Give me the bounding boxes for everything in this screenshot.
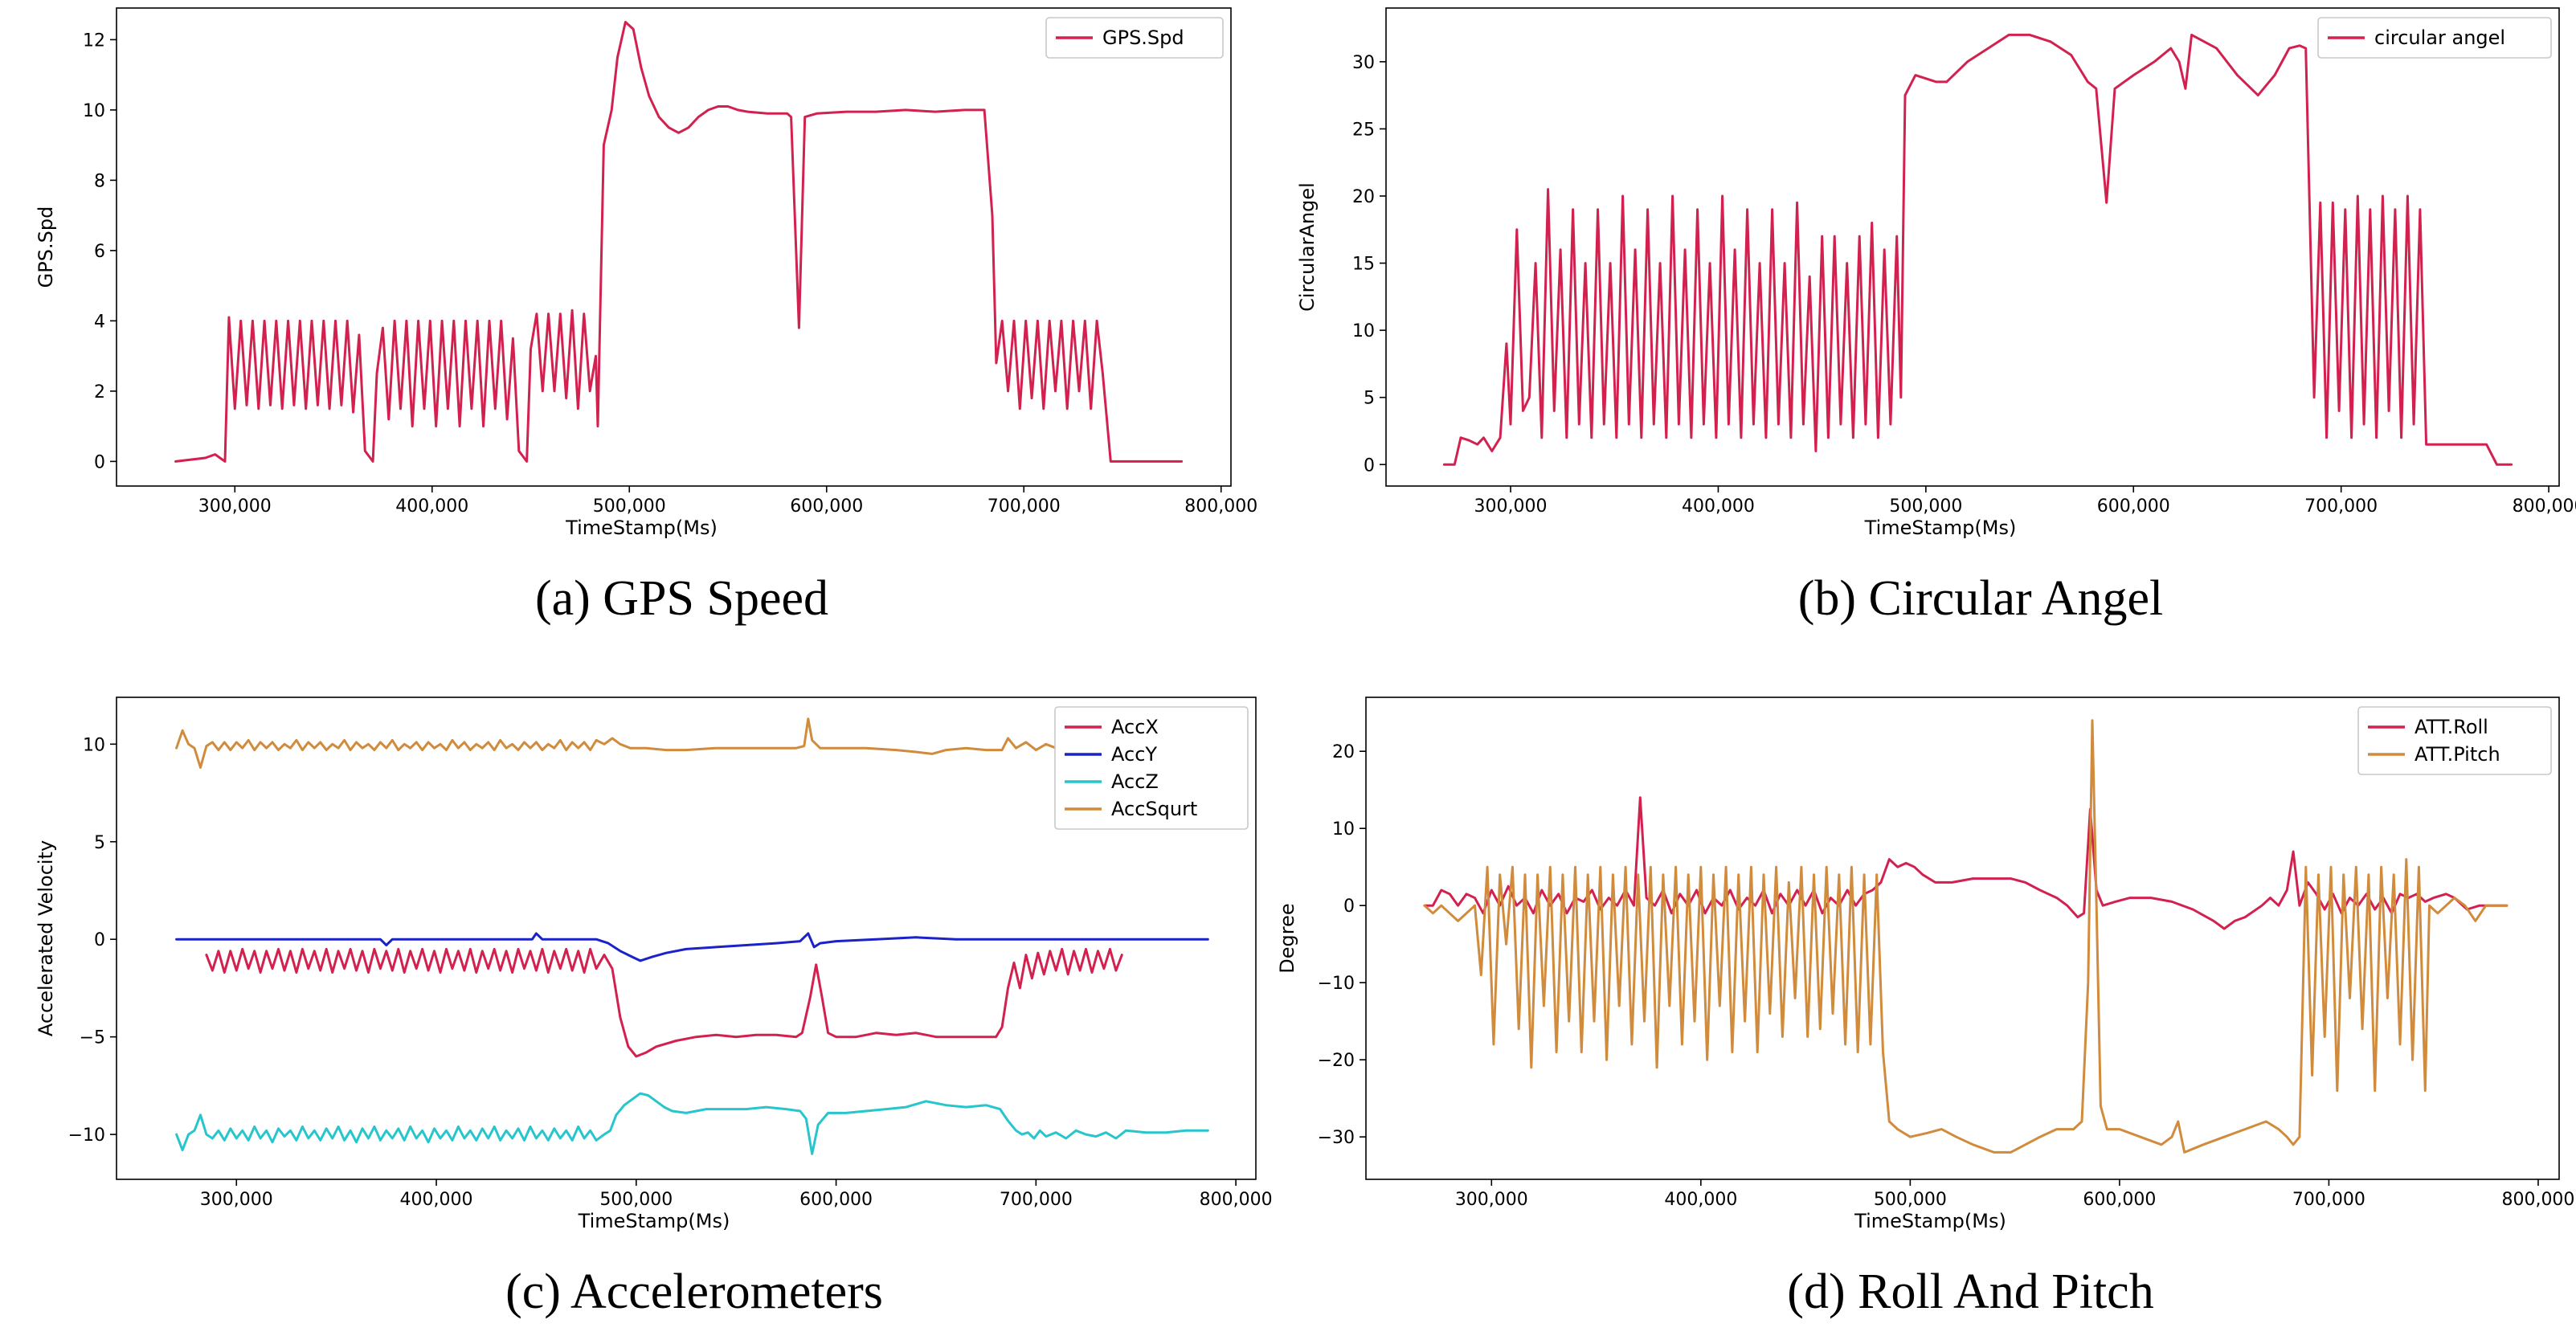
y-axis-label: Degree bbox=[1276, 903, 1298, 973]
x-tick-label: 500,000 bbox=[593, 496, 666, 517]
x-tick-label: 700,000 bbox=[2304, 496, 2378, 517]
x-tick-label: 600,000 bbox=[799, 1190, 873, 1210]
y-tick-label: 10 bbox=[1352, 321, 1375, 341]
x-axis-label: TimeStamp(Ms) bbox=[565, 517, 718, 539]
y-tick-label: 10 bbox=[1332, 819, 1355, 840]
x-tick-label: 700,000 bbox=[2292, 1190, 2365, 1210]
legend: ATT.Roll ATT.Pitch bbox=[2357, 706, 2552, 775]
x-tick-label: 400,000 bbox=[1664, 1190, 1737, 1210]
series-line-accx bbox=[205, 947, 1123, 1058]
series-group bbox=[1442, 33, 2513, 466]
series-group bbox=[1423, 719, 2509, 1154]
x-tick-label: 700,000 bbox=[1000, 1190, 1073, 1210]
x-axis-label: TimeStamp(Ms) bbox=[1854, 1210, 2006, 1232]
x-tick-label: 700,000 bbox=[987, 496, 1061, 517]
series-line-att-pitch bbox=[1423, 719, 2509, 1154]
x-tick-label: 600,000 bbox=[2083, 1190, 2156, 1210]
series-line-accz bbox=[175, 1092, 1209, 1155]
legend-label-att-roll: ATT.Roll bbox=[2414, 716, 2488, 738]
y-tick-label: 0 bbox=[1343, 897, 1355, 917]
series-group bbox=[175, 717, 1209, 1155]
y-tick-label: 15 bbox=[1352, 255, 1375, 275]
panel-roll-and-pitch: 300,000 400,000 500,000 600,000 700,000 800,0… bbox=[1276, 697, 2574, 1319]
plot-frame bbox=[1365, 697, 2560, 1180]
y-tick-label: −30 bbox=[1318, 1128, 1355, 1148]
y-tick-label: 20 bbox=[1332, 742, 1355, 762]
x-tick-label: 800,000 bbox=[1184, 496, 1257, 517]
legend-label-accx: AccX bbox=[1111, 716, 1159, 738]
y-tick-label: 10 bbox=[83, 101, 105, 121]
y-axis-label: GPS.Spd bbox=[35, 206, 57, 288]
plot-frame bbox=[1385, 7, 2560, 487]
x-tick-label: 300,000 bbox=[1474, 496, 1548, 517]
y-tick-label: 4 bbox=[94, 312, 105, 332]
figure-caption: (c) Accelerometers bbox=[505, 1264, 883, 1319]
panel-accelerometers: 300,000 400,000 500,000 600,000 700,000 800,0… bbox=[35, 697, 1273, 1319]
figure-caption: (d) Roll And Pitch bbox=[1787, 1264, 2153, 1319]
legend-label-att-pitch: ATT.Pitch bbox=[2414, 743, 2500, 766]
x-axis-label: TimeStamp(Ms) bbox=[1864, 517, 2017, 539]
series-group bbox=[174, 21, 1184, 463]
legend-label-gps-spd: GPS.Spd bbox=[1102, 27, 1184, 49]
x-tick-label: 300,000 bbox=[200, 1190, 273, 1210]
legend-label-accsqurt: AccSqurt bbox=[1111, 798, 1197, 820]
x-tick-label: 800,000 bbox=[1200, 1190, 1273, 1210]
legend-box bbox=[1054, 706, 1249, 830]
x-tick-label: 400,000 bbox=[1682, 496, 1755, 517]
x-tick-label: 300,000 bbox=[198, 496, 272, 517]
series-line-accsqurt bbox=[175, 717, 1209, 769]
series-line-accy bbox=[175, 932, 1209, 962]
legend: GPS.Spd bbox=[1045, 17, 1224, 59]
plot-frame bbox=[116, 7, 1232, 487]
panel-gps-speed: 300,000 400,000 500,000 600,000 700,000 800,0… bbox=[35, 7, 1257, 626]
y-tick-label: 0 bbox=[1364, 456, 1375, 476]
legend-label-circular-angel: circular angel bbox=[2374, 27, 2505, 49]
plot-frame bbox=[116, 697, 1257, 1180]
x-tick-label: 300,000 bbox=[1455, 1190, 1528, 1210]
y-tick-label: 25 bbox=[1352, 120, 1375, 140]
x-tick-label: 800,000 bbox=[2501, 1190, 2574, 1210]
y-tick-label: 30 bbox=[1352, 53, 1375, 73]
x-tick-label: 600,000 bbox=[2097, 496, 2170, 517]
y-tick-label: −20 bbox=[1318, 1051, 1355, 1071]
legend: AccX AccY AccZ AccSqurt bbox=[1054, 706, 1249, 830]
figure-caption: (a) GPS Speed bbox=[535, 571, 828, 626]
legend-box bbox=[2357, 706, 2552, 775]
y-tick-label: 2 bbox=[94, 382, 105, 402]
y-tick-label: −5 bbox=[80, 1028, 105, 1048]
y-tick-label: 5 bbox=[94, 833, 105, 853]
y-tick-label: 12 bbox=[83, 31, 105, 51]
y-axis-label: Accelerated Velocity bbox=[35, 840, 57, 1036]
x-tick-label: 400,000 bbox=[400, 1190, 473, 1210]
y-tick-label: 5 bbox=[1364, 389, 1375, 409]
x-tick-label: 500,000 bbox=[599, 1190, 673, 1210]
x-tick-label: 800,000 bbox=[2513, 496, 2576, 517]
y-tick-label: 0 bbox=[94, 930, 105, 950]
figure-caption: (b) Circular Angel bbox=[1798, 571, 2164, 626]
legend: circular angel bbox=[2317, 17, 2552, 59]
y-tick-label: 6 bbox=[94, 242, 105, 262]
legend-label-accz: AccZ bbox=[1111, 770, 1159, 793]
legend-label-accy: AccY bbox=[1111, 743, 1157, 766]
y-tick-label: 0 bbox=[94, 452, 105, 472]
x-tick-label: 600,000 bbox=[790, 496, 863, 517]
panel-circular-angel: 300,000 400,000 500,000 600,000 700,000 800,0… bbox=[1296, 7, 2576, 626]
x-tick-label: 500,000 bbox=[1874, 1190, 1947, 1210]
y-axis-label: CircularAngel bbox=[1296, 182, 1319, 312]
y-tick-label: 10 bbox=[83, 735, 105, 755]
y-tick-label: 8 bbox=[94, 171, 105, 191]
legend-box bbox=[2317, 17, 2552, 59]
x-tick-label: 500,000 bbox=[1889, 496, 1962, 517]
x-axis-label: TimeStamp(Ms) bbox=[578, 1210, 730, 1232]
series-line-gps-spd bbox=[174, 21, 1184, 463]
series-line-circular-angel bbox=[1442, 33, 2513, 466]
legend-box bbox=[1045, 17, 1224, 59]
y-tick-label: 20 bbox=[1352, 187, 1375, 207]
x-tick-label: 400,000 bbox=[395, 496, 468, 517]
y-tick-label: −10 bbox=[1318, 974, 1355, 994]
y-tick-label: −10 bbox=[68, 1126, 105, 1146]
